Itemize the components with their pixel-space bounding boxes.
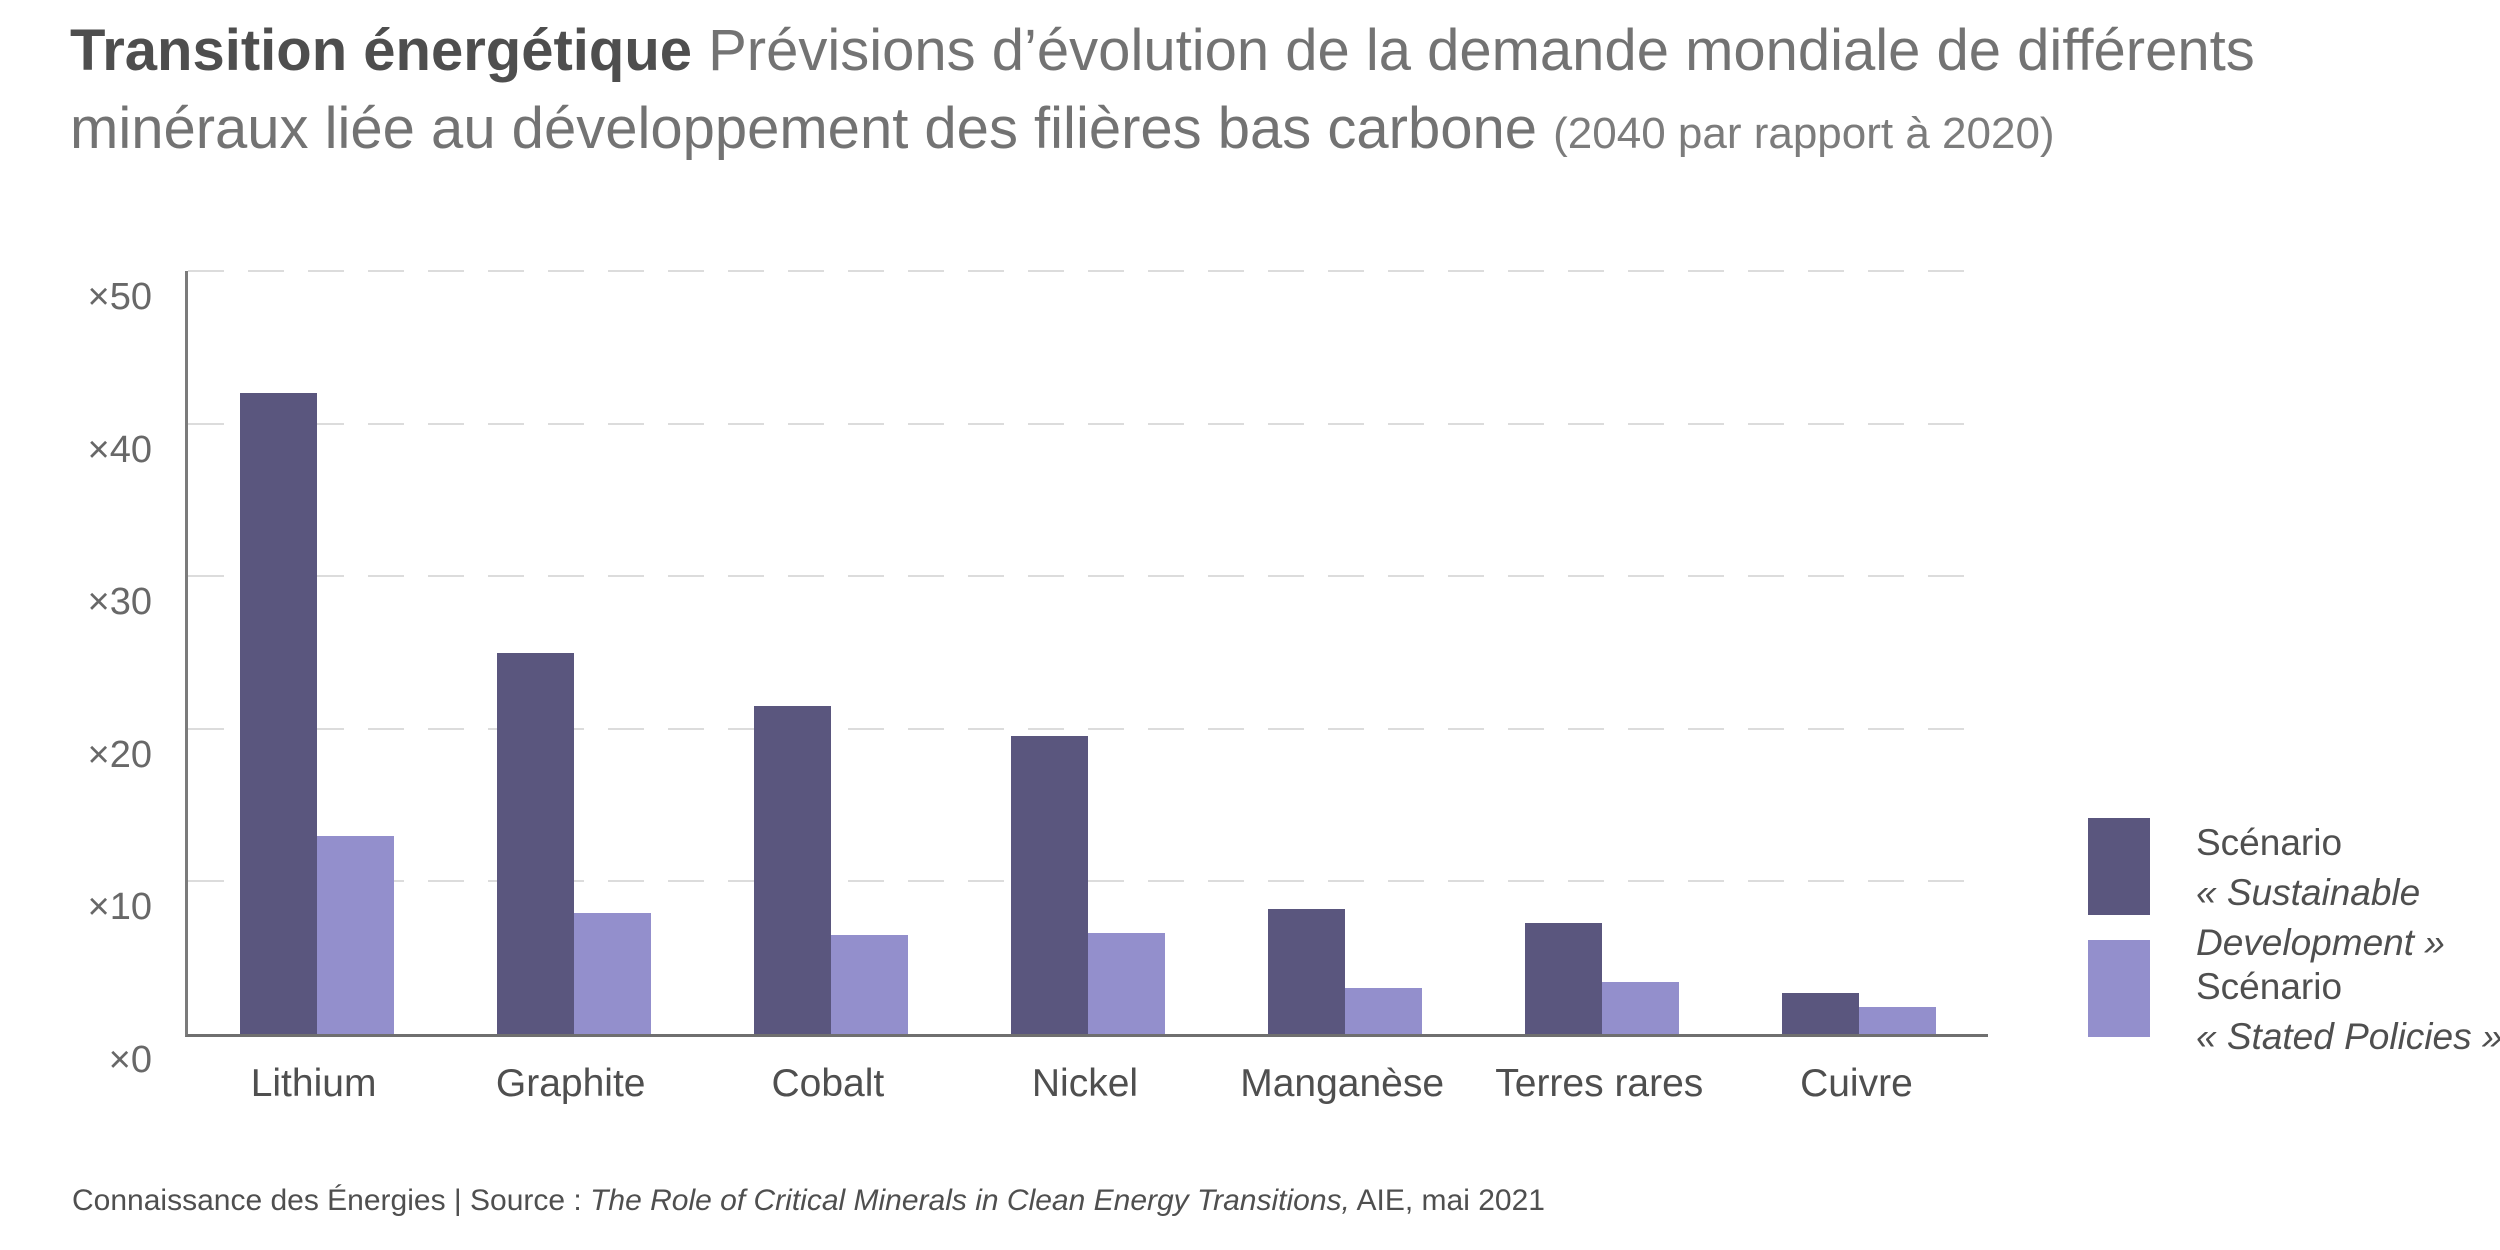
gridline-30 [188,575,1988,578]
bar-steps-lithium [316,835,394,1034]
bar-steps-nickel [1088,933,1165,1034]
source-title: The Role of Critical Minerals in Clean E… [590,1184,1350,1217]
bar-steps-cuivre [1859,1006,1937,1034]
legend-label: Scénario « Stated Policies » [2196,940,2500,1062]
y-tick-0: ×0 [108,1039,152,1081]
legend-swatch-sustainable-development [2088,818,2150,915]
source-line: Connaissance des Énergies | Source : The… [72,1182,1545,1220]
legend-label-prefix: Scénario [2196,966,2343,1007]
legend: Scénario « Sustainable Development » Scé… [2088,818,2500,1078]
y-tick-10: ×10 [87,886,152,929]
x-label-lithium: Lithium [250,1062,377,1105]
bar-sds-nickel [1011,736,1088,1034]
bar-steps-graphite [573,913,651,1034]
bar-sds-cobalt [753,705,831,1034]
title-topic: Transition énergétique [70,18,692,83]
x-label-manganese: Manganèse [1240,1062,1445,1105]
legend-label-scenario: « Sustainable Development » [2196,872,2445,963]
y-tick-30: ×30 [87,581,152,624]
bar-steps-cobalt [830,934,908,1034]
y-tick-40: ×40 [87,428,152,471]
x-label-nickel: Nickel [1031,1062,1139,1105]
page-title: Transition énergétique Prévisions d’évol… [70,12,2410,173]
x-label-cuivre: Cuivre [1800,1062,1913,1105]
legend-item-sustainable-development: Scénario « Sustainable Development » [2088,818,2496,968]
bar-sds-terres-rares [1525,922,1603,1034]
x-label-terres-rares: Terres rares [1495,1062,1704,1105]
bar-sds-graphite [496,652,574,1034]
source-suffix: AIE, mai 2021 [1349,1184,1545,1217]
bar-sds-cuivre [1782,992,1860,1034]
title-note: (2040 par rapport à 2020) [1553,109,2055,158]
y-tick-20: ×20 [87,733,152,776]
legend-label: Scénario « Sustainable Development » [2196,818,2496,968]
plot-area [185,270,1988,1037]
x-label-cobalt: Cobalt [771,1062,885,1105]
x-label-graphite: Graphite [495,1062,646,1105]
legend-label-scenario: « Stated Policies » [2196,1016,2500,1057]
legend-swatch-stated-policies [2088,940,2150,1037]
gridline-50 [188,270,1988,272]
legend-item-stated-policies: Scénario « Stated Policies » [2088,940,2500,1062]
bar-steps-manganese [1345,988,1423,1034]
gridline-10 [188,880,1988,883]
bar-sds-lithium [239,393,317,1034]
source-prefix: Connaissance des Énergies | Source : [72,1184,591,1217]
bar-steps-terres-rares [1602,982,1680,1034]
title-main: Prévisions d’évolution de la demande mon… [70,18,2255,161]
legend-label-prefix: Scénario [2196,822,2343,863]
gridline-20 [188,727,1988,730]
gridline-40 [188,422,1988,425]
y-tick-50: ×50 [87,276,152,318]
bar-sds-manganese [1268,908,1346,1034]
